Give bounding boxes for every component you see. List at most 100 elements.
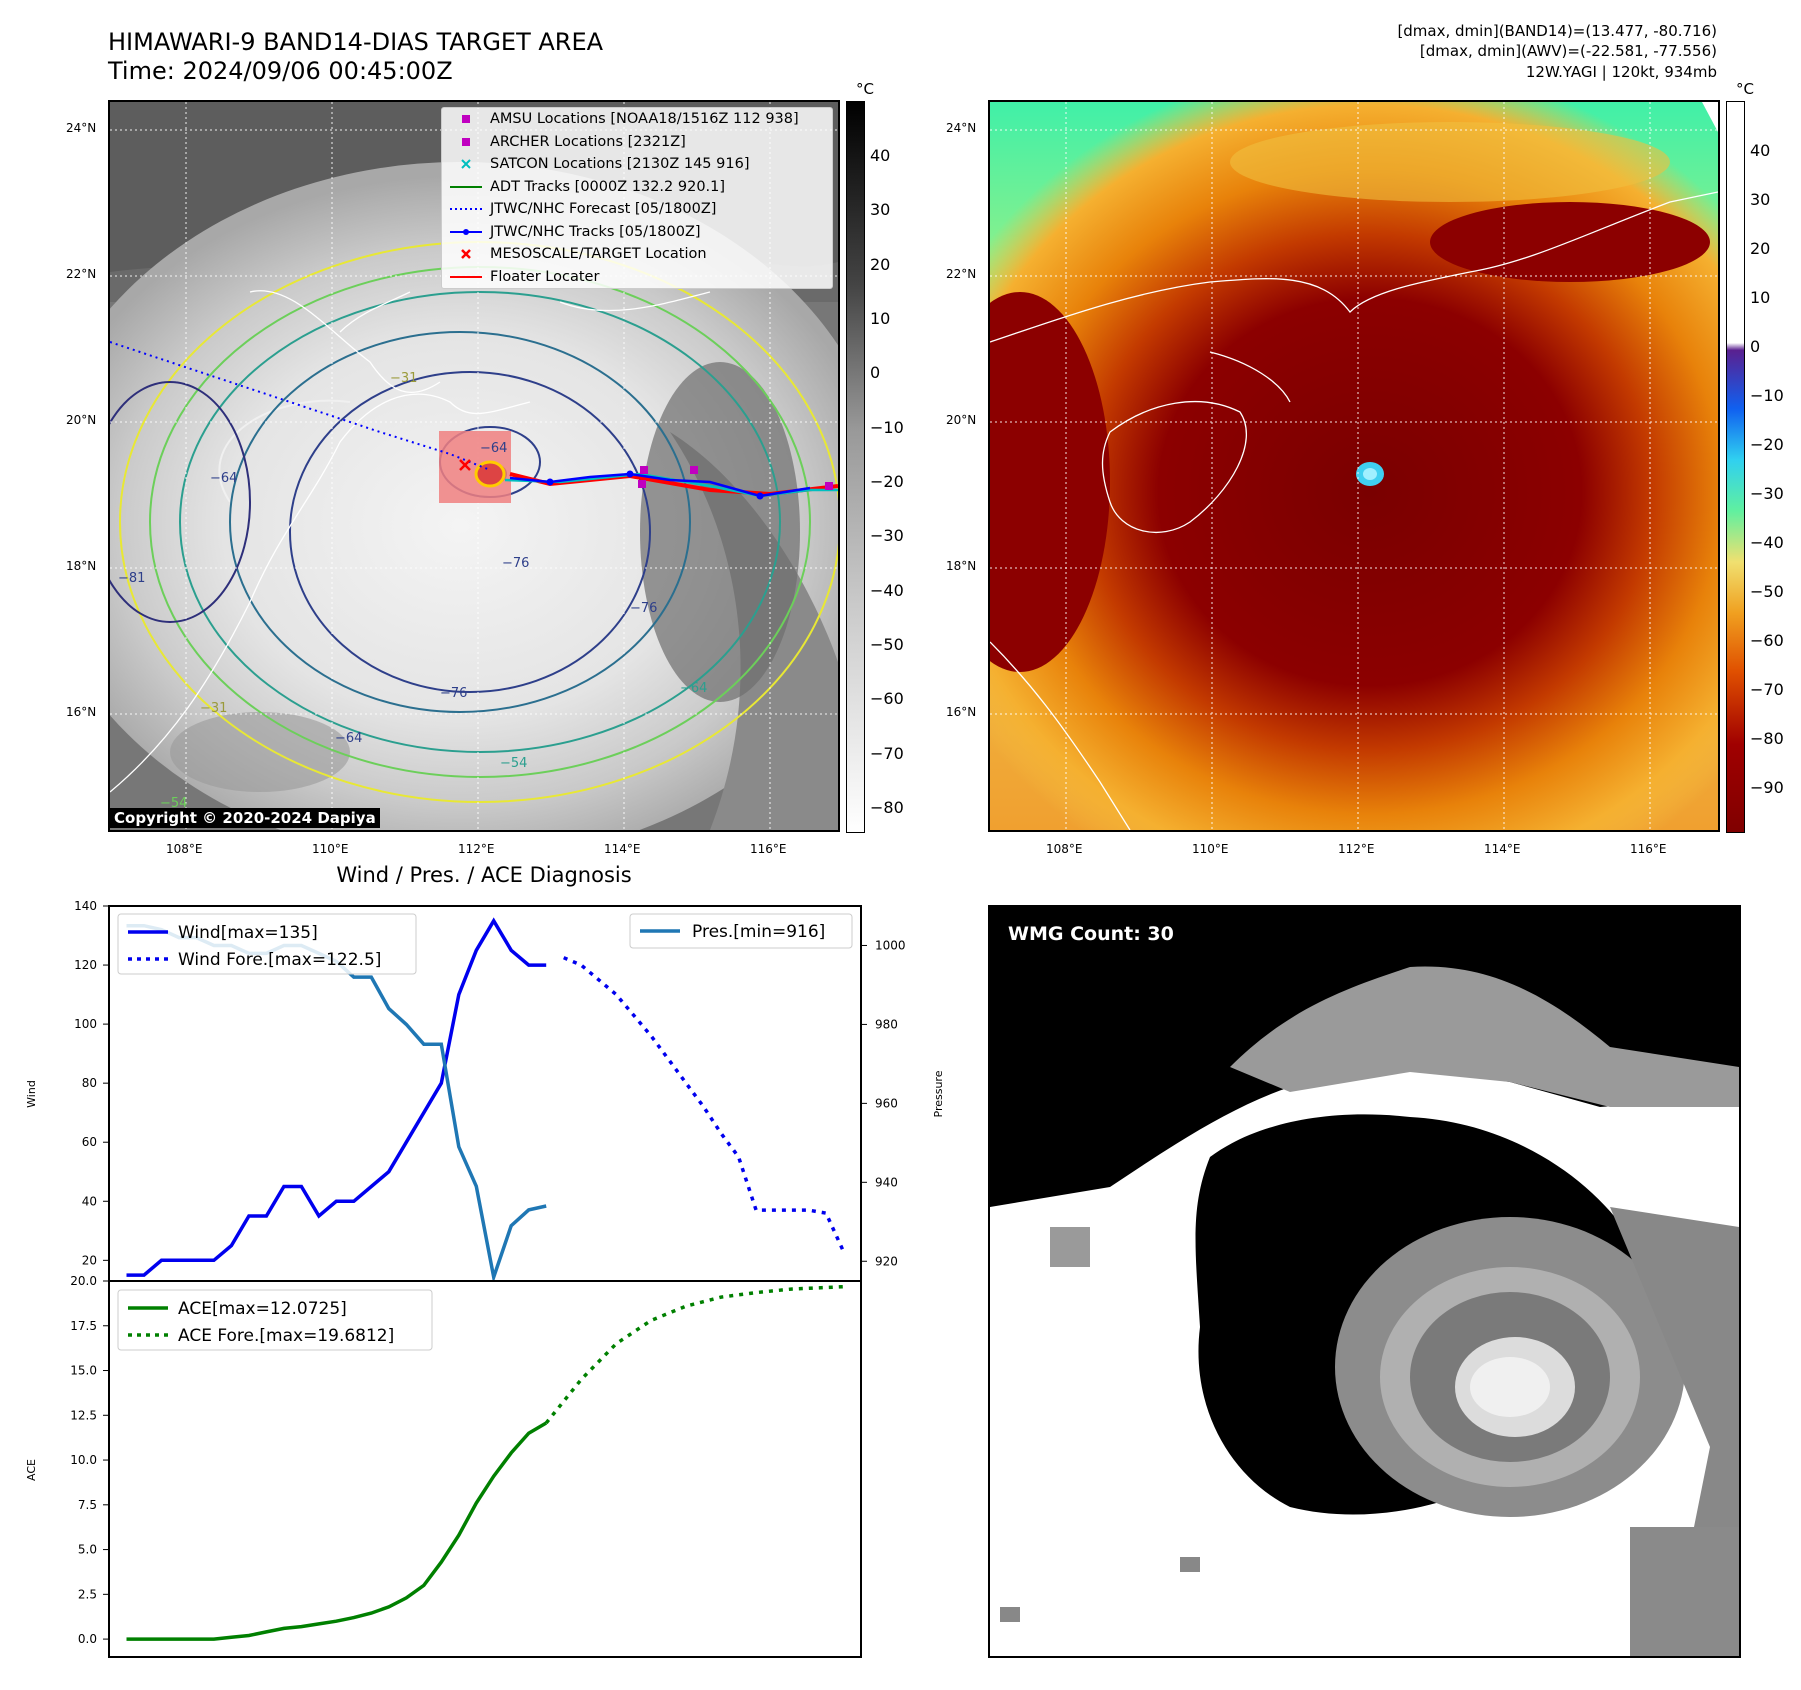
awv-map-image — [990, 102, 1718, 830]
contour-label: −64 — [480, 441, 507, 456]
wmg-image — [990, 907, 1739, 1656]
contour-label: −64 — [210, 471, 237, 486]
ace-ylabel: ACE — [25, 1459, 38, 1481]
awv-cbar-tick: 40 — [1750, 141, 1771, 160]
ir-cbar-tick: 20 — [870, 255, 891, 274]
wmg-panel: WMG Count: 30 — [988, 905, 1741, 1658]
contour-label: −31 — [200, 701, 227, 716]
ir-colorbar-unit: °C — [856, 80, 874, 98]
awv-cbar-tick: 10 — [1750, 288, 1771, 307]
ace-legend-label: ACE[max=12.0725] — [178, 1299, 347, 1319]
awv-cbar-tick: −30 — [1750, 484, 1784, 503]
lat-label: 20°N — [66, 413, 97, 427]
ace-ytick-label: 0.0 — [78, 1632, 97, 1646]
ir-cbar-tick: 0 — [870, 363, 881, 382]
ace-ytick-label: 7.5 — [78, 1498, 97, 1512]
pres-ytick-label: 940 — [875, 1175, 898, 1189]
diag-title: Wind / Pres. / ACE Diagnosis — [336, 863, 632, 887]
ace-legend: ACE[max=12.0725] ACE Fore.[max=19.6812] — [117, 1289, 433, 1351]
contour-label: −76 — [502, 556, 529, 571]
ace-series-0-line — [126, 1421, 548, 1641]
lon-label: 116°E — [750, 842, 787, 856]
legend-target: MESOSCALE/TARGET Location — [442, 243, 832, 266]
ir-cbar-tick: −30 — [870, 526, 904, 545]
lat-label: 22°N — [66, 267, 97, 281]
ir-cbar-tick: 10 — [870, 309, 891, 328]
lon-label: 114°E — [1484, 842, 1521, 856]
awv-cbar-tick: −40 — [1750, 533, 1784, 552]
ir-cbar-tick: −50 — [870, 635, 904, 654]
awv-cbar-tick: 0 — [1750, 337, 1761, 356]
awv-cbar-tick: −80 — [1750, 729, 1784, 748]
pres-ytick-label: 960 — [875, 1096, 898, 1110]
lon-label: 110°E — [312, 842, 349, 856]
ace-ytick-label: 17.5 — [70, 1319, 97, 1333]
wind-ytick-label: 80 — [82, 1076, 97, 1090]
awv-cbar-tick: −20 — [1750, 435, 1784, 454]
contour-label: −64 — [680, 681, 707, 696]
lon-label: 108°E — [1046, 842, 1083, 856]
wind-ytick-label: 120 — [74, 958, 97, 972]
awv-cbar-tick: 20 — [1750, 239, 1771, 258]
contour-label: −64 — [335, 731, 362, 746]
legend-adt: ADT Tracks [0000Z 132.2 920.1] — [450, 178, 726, 195]
pres-ytick-label: 980 — [875, 1017, 898, 1031]
pres-legend-label: Pres.[min=916] — [692, 922, 825, 942]
ir-map-panel: −64 −81 −76 −76 −76 −64 −64 −31 −54 −64 … — [108, 100, 840, 832]
ace-ytick-label: 15.0 — [70, 1364, 97, 1378]
lat-label: 18°N — [66, 559, 97, 573]
awv-cbar-tick: −70 — [1750, 680, 1784, 699]
ir-cbar-tick: −60 — [870, 689, 904, 708]
wind-ytick-label: 20 — [82, 1253, 97, 1267]
legend-floater: Floater Locater — [450, 268, 600, 285]
ir-cbar-tick: −80 — [870, 798, 904, 817]
ir-legend: AMSU Locations [NOAA18/1516Z 112 938] AR… — [441, 107, 833, 289]
ir-cbar-tick: −70 — [870, 744, 904, 763]
pres-legend: Pres.[min=916] — [629, 913, 853, 949]
awv-map-panel — [988, 100, 1720, 832]
legend-archer: ARCHER Locations [2321Z] — [442, 131, 832, 154]
ir-cbar-tick: 30 — [870, 200, 891, 219]
wind-ylabel: Wind — [25, 1080, 38, 1108]
contour-label: −54 — [500, 756, 527, 771]
series-0-line — [126, 917, 547, 1277]
wind-ytick-label: 60 — [82, 1135, 97, 1149]
lat-label: 24°N — [66, 121, 97, 135]
awv-cbar-tick: −10 — [1750, 386, 1784, 405]
lon-label: 114°E — [604, 842, 641, 856]
figure-time: Time: 2024/09/06 00:45:00Z — [108, 57, 453, 85]
ir-cbar-tick: −10 — [870, 418, 904, 437]
ace-fore-legend-label: ACE Fore.[max=19.6812] — [178, 1326, 394, 1346]
awv-range: [dmax, dmin](AWV)=(-22.581, -77.556) — [1419, 42, 1717, 60]
lat-label: 16°N — [66, 705, 97, 719]
lat-label: 18°N — [946, 559, 977, 573]
awv-colorbar — [1726, 101, 1745, 833]
ace-ytick-label: 5.0 — [78, 1543, 97, 1557]
storm-info: 12W.YAGI | 120kt, 934mb — [1525, 63, 1717, 81]
lon-label: 110°E — [1192, 842, 1229, 856]
ir-cbar-tick: −40 — [870, 581, 904, 600]
forecast-track — [110, 341, 491, 471]
wind-ytick-label: 140 — [74, 899, 97, 913]
ir-cbar-tick: −20 — [870, 472, 904, 491]
legend-tracks: JTWC/NHC Tracks [05/1800Z] — [442, 221, 832, 244]
lon-label: 112°E — [458, 842, 495, 856]
wind-ytick-label: 100 — [74, 1017, 97, 1031]
awv-colorbar-unit: °C — [1736, 80, 1754, 98]
band14-range: [dmax, dmin](BAND14)=(13.477, -80.716) — [1397, 22, 1717, 40]
pres-ylabel: Pressure — [932, 1070, 945, 1117]
contour-label: −31 — [390, 371, 417, 386]
contour-label: −76 — [630, 601, 657, 616]
wind-fore-legend-label: Wind Fore.[max=122.5] — [178, 950, 381, 970]
pres-ytick-label: 1000 — [875, 938, 906, 952]
ace-ytick-label: 20.0 — [70, 1274, 97, 1288]
legend-forecast: JTWC/NHC Forecast [05/1800Z] — [450, 201, 717, 218]
ace-ytick-label: 12.5 — [70, 1408, 97, 1422]
awv-cbar-tick: 30 — [1750, 190, 1771, 209]
figure-title: HIMAWARI-9 BAND14-DIAS TARGET AREA — [108, 28, 604, 56]
lat-label: 16°N — [946, 705, 977, 719]
lat-label: 24°N — [946, 121, 977, 135]
contour-label: −76 — [440, 686, 467, 701]
lon-label: 116°E — [1630, 842, 1667, 856]
ir-colorbar — [846, 101, 865, 833]
